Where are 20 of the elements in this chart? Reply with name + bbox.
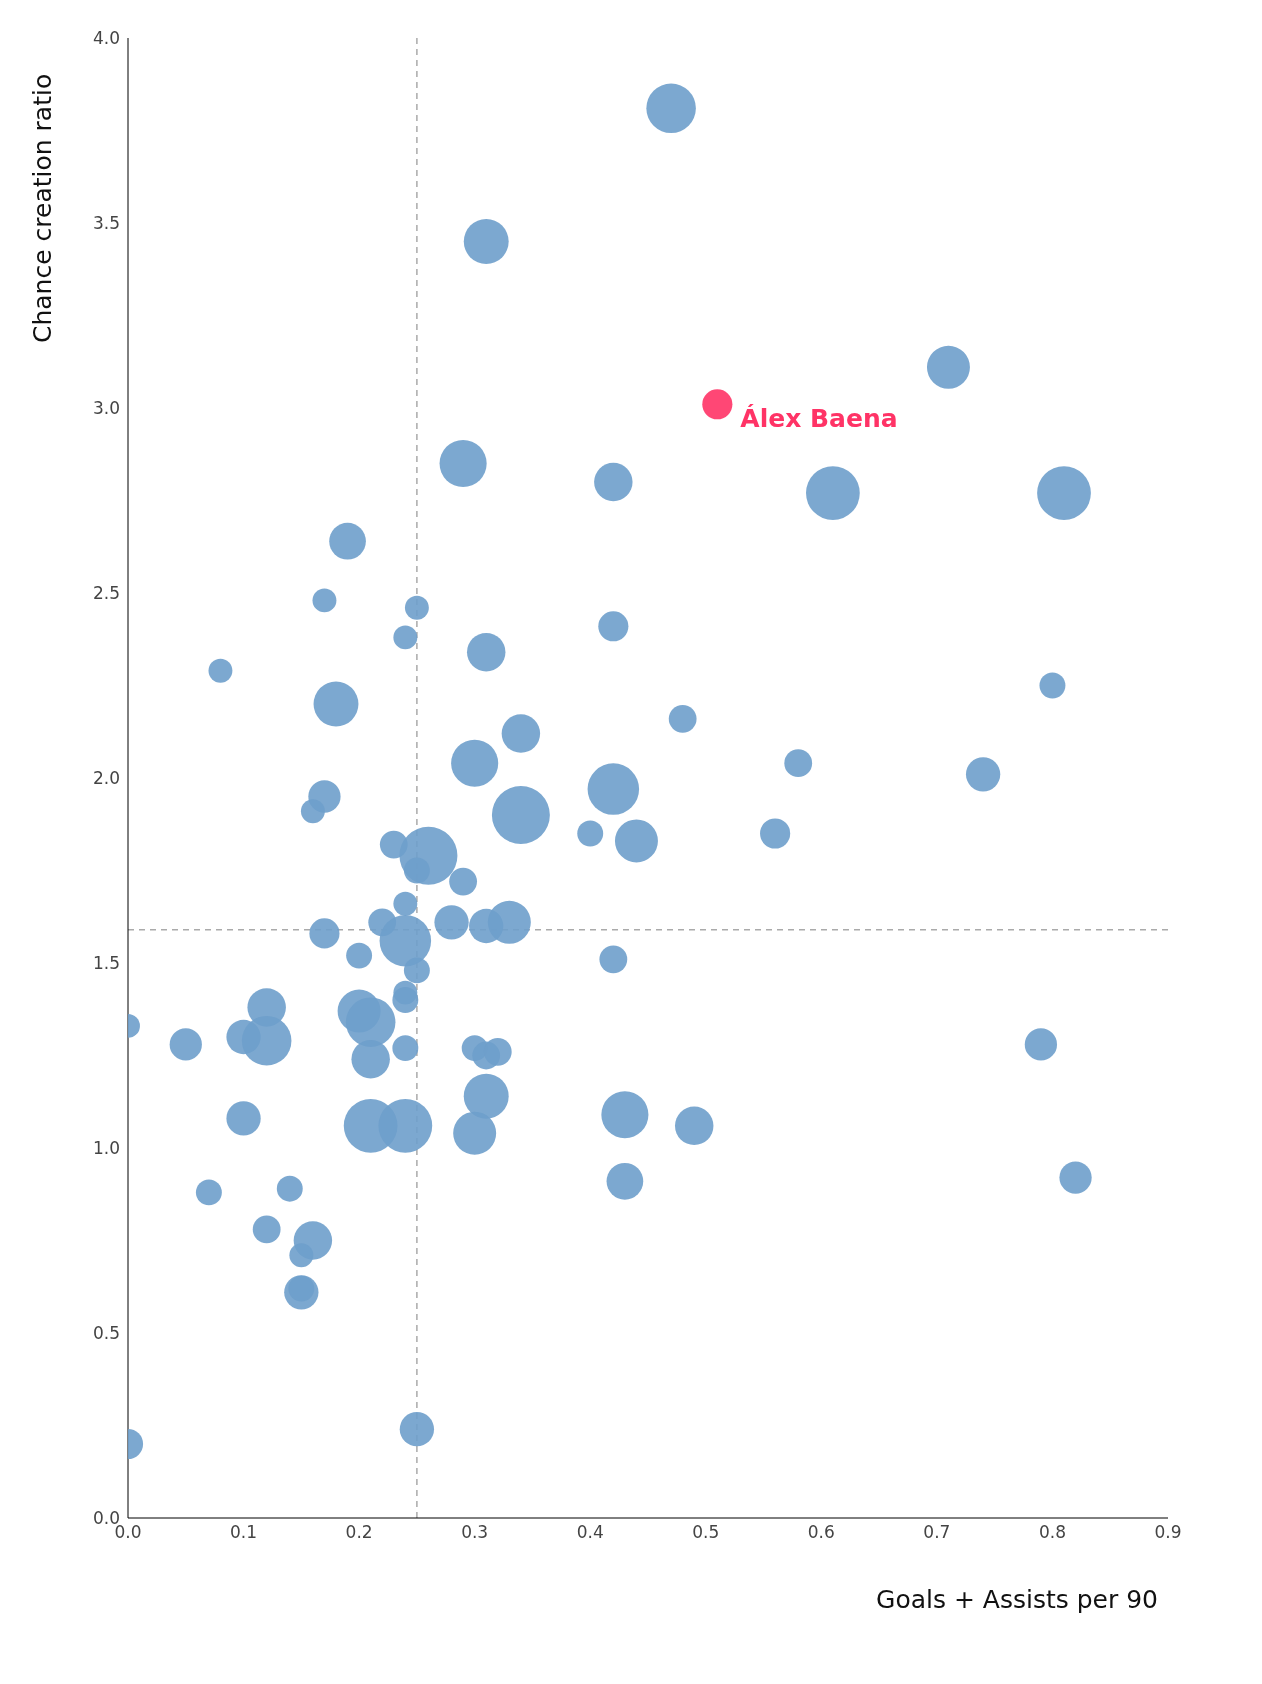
y-tick-label: 1.5 (92, 953, 120, 974)
y-tick-label: 3.0 (92, 398, 120, 419)
x-tick-label: 0.9 (1154, 1522, 1182, 1543)
x-tick-label: 0.2 (345, 1522, 373, 1543)
x-tick-label: 0.4 (576, 1522, 604, 1543)
y-tick-label: 4.0 (92, 28, 120, 49)
x-axis-title: Goals + Assists per 90 (876, 1585, 1158, 1614)
x-tick-label: 0.8 (1038, 1522, 1066, 1543)
y-tick-label: 2.5 (92, 583, 120, 604)
y-axis-title: Chance creation ratio (27, 73, 57, 343)
x-tick-label: 0.5 (692, 1522, 720, 1543)
x-tick-label: 0.3 (461, 1522, 489, 1543)
x-tick-label: 0.6 (807, 1522, 835, 1543)
y-tick-label: 2.0 (92, 768, 120, 789)
x-tick-label: 0.7 (923, 1522, 951, 1543)
x-tick-label: 0.1 (230, 1522, 258, 1543)
y-tick-label: 0.5 (92, 1323, 120, 1344)
y-tick-label: 1.0 (92, 1138, 120, 1159)
y-tick-label: 3.5 (92, 213, 120, 234)
annotation: Álex Baena (740, 404, 898, 434)
